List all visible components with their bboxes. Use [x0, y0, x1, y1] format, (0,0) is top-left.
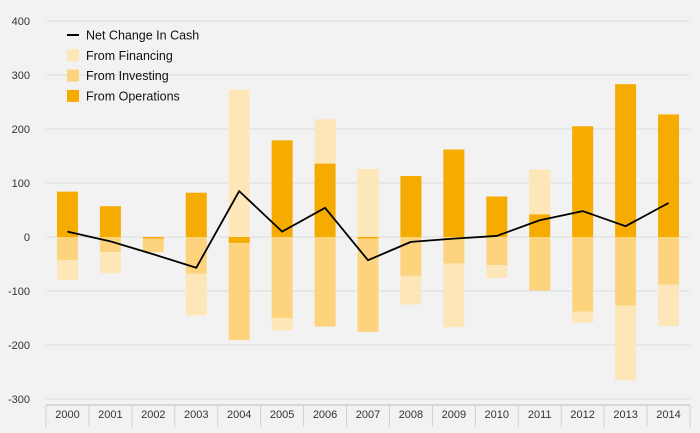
- bar-from-financing-2013: [615, 305, 637, 381]
- x-tick-label: 2002: [141, 409, 165, 421]
- bar-from-operations-2001: [99, 206, 121, 237]
- bar-from-operations-2008: [400, 175, 422, 237]
- bar-from-investing-2007: [357, 238, 379, 333]
- x-tick-label: 2000: [55, 409, 79, 421]
- bar-from-investing-2003: [185, 237, 207, 274]
- x-tick-label: 2009: [442, 409, 466, 421]
- bar-from-financing-2004: [228, 89, 250, 237]
- bar-from-operations-2003: [185, 192, 207, 237]
- bar-from-financing-2014: [658, 284, 680, 327]
- bar-from-investing-2000: [56, 237, 78, 261]
- x-tick-label: 2010: [485, 409, 509, 421]
- bar-from-financing-2008: [400, 275, 422, 305]
- y-tick-label: 100: [12, 178, 30, 190]
- bar-from-financing-2009: [443, 263, 465, 328]
- bar-from-operations-2011: [529, 214, 551, 237]
- y-tick-label: -200: [8, 340, 30, 352]
- bar-from-financing-2005: [271, 318, 293, 331]
- bar-from-operations-2004: [228, 237, 250, 243]
- bar-from-operations-2009: [443, 149, 465, 237]
- x-tick-label: 2011: [528, 409, 552, 421]
- bar-from-operations-2000: [56, 191, 78, 237]
- legend-label-from-financing: From Financing: [86, 49, 173, 63]
- x-tick-label: 2003: [184, 409, 208, 421]
- legend-swatch-from-financing: [67, 49, 79, 62]
- y-tick-label: -100: [8, 286, 30, 298]
- x-tick-label: 2007: [356, 409, 380, 421]
- bar-from-financing-2007: [357, 168, 379, 237]
- legend-label-from-operations: From Operations: [86, 89, 180, 103]
- x-tick-label: 2004: [227, 409, 251, 421]
- x-tick-label: 2012: [570, 409, 594, 421]
- bar-from-investing-2010: [486, 237, 508, 266]
- bar-from-financing-2003: [185, 273, 207, 316]
- bar-from-operations-2002: [142, 237, 164, 239]
- x-tick-label: 2005: [270, 409, 294, 421]
- bar-from-operations-2012: [572, 126, 594, 237]
- y-tick-label: -300: [8, 394, 30, 406]
- bar-from-operations-2006: [314, 163, 336, 237]
- y-tick-label: 300: [12, 70, 30, 82]
- bar-from-investing-2011: [529, 237, 551, 291]
- bar-from-investing-2009: [443, 237, 465, 264]
- bar-from-investing-2013: [615, 237, 637, 306]
- x-tick-label: 2006: [313, 409, 337, 421]
- x-tick-label: 2013: [613, 409, 637, 421]
- bar-from-investing-2012: [572, 237, 594, 312]
- bar-from-operations-2014: [658, 114, 680, 237]
- x-tick-label: 2001: [98, 409, 122, 421]
- net-change-line: [67, 190, 669, 269]
- bar-from-financing-2000: [56, 260, 78, 281]
- bar-from-investing-2006: [314, 237, 336, 327]
- bar-from-financing-2010: [486, 265, 508, 279]
- bar-from-investing-2014: [658, 237, 680, 285]
- bar-from-financing-2006: [314, 119, 336, 164]
- bar-from-operations-2013: [615, 84, 637, 238]
- legend: Net Change In Cash From Financing From Inv…: [67, 29, 199, 103]
- bar-from-financing-2001: [99, 252, 121, 274]
- bar-from-operations-2005: [271, 140, 293, 237]
- bar-from-financing-2011: [529, 169, 551, 215]
- legend-swatch-from-investing: [67, 69, 79, 82]
- bar-from-operations-2007: [357, 237, 379, 239]
- bar-from-investing-2002: [142, 238, 164, 253]
- axes: -300 -200 -100 0 100 200 300 400 2000 2001 2002 200…: [8, 16, 691, 427]
- bar-from-investing-2004: [228, 242, 250, 341]
- x-tick-label: 2008: [399, 409, 423, 421]
- bar-from-investing-2008: [400, 237, 422, 276]
- y-tick-label: 0: [24, 232, 30, 244]
- bar-from-operations-2010: [486, 196, 508, 237]
- legend-swatch-from-operations: [67, 89, 79, 102]
- y-tick-label: 200: [12, 124, 30, 136]
- legend-label-net-change-in-cash: Net Change In Cash: [86, 29, 199, 43]
- y-tick-label: 400: [12, 16, 30, 28]
- bar-from-investing-2005: [271, 237, 293, 318]
- x-tick-label: 2014: [656, 409, 680, 421]
- legend-label-from-investing: From Investing: [86, 69, 169, 83]
- bar-from-financing-2012: [572, 311, 594, 323]
- bars: [56, 84, 680, 381]
